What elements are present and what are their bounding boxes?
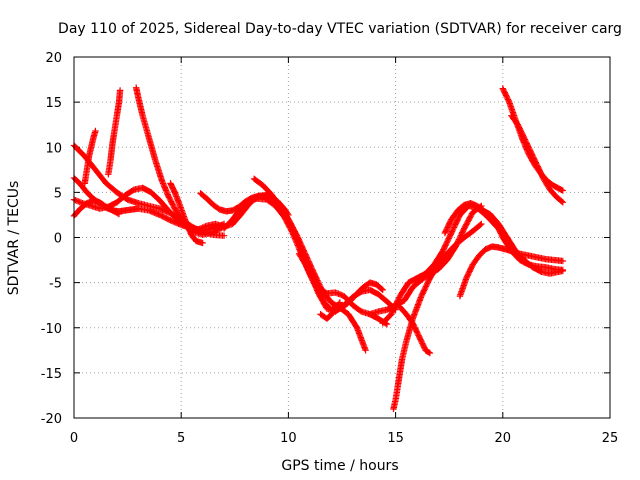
series-track-18 [396, 303, 434, 357]
x-tick-label: 15 [387, 431, 404, 446]
series-track-5 [105, 87, 124, 178]
y-axis-label: SDTVAR / TECUs [6, 181, 22, 296]
x-tick-label: 10 [280, 431, 297, 446]
series-markers [317, 299, 344, 322]
series-markers [396, 303, 434, 357]
y-tick-label: -10 [41, 322, 62, 337]
x-tick-labels: 0 5 10 15 20 25 [70, 431, 618, 446]
series-markers [508, 112, 567, 206]
y-tick-label: -20 [41, 412, 62, 427]
x-tick-label: 20 [495, 431, 512, 446]
series-track-4 [81, 127, 99, 187]
series-track-22 [499, 85, 567, 194]
series-track-23 [508, 112, 567, 206]
series-markers [105, 87, 124, 178]
series-track-14 [317, 299, 344, 322]
plot-frame [73, 56, 611, 419]
data-points [70, 84, 567, 413]
series-track-17 [366, 202, 485, 318]
y-tick-label: 5 [54, 186, 62, 201]
y-tick-label: -15 [41, 367, 62, 382]
series-track-6 [132, 84, 228, 238]
x-tick-label: 5 [177, 431, 185, 446]
series-markers [366, 202, 485, 318]
series-track-8 [167, 180, 206, 247]
series-markers [167, 180, 206, 247]
x-axis-label: GPS time / hours [281, 458, 398, 474]
y-tick-label: 20 [45, 51, 62, 66]
y-tick-label: 15 [45, 96, 62, 111]
chart-title: Day 110 of 2025, Sidereal Day-to-day VTE… [58, 21, 622, 37]
series-track-21 [478, 207, 567, 277]
series-markers [250, 175, 369, 354]
series-markers [81, 127, 99, 187]
series-markers [132, 84, 228, 238]
series-markers [390, 220, 485, 413]
y-tick-label: 10 [45, 141, 62, 156]
series-track-15 [390, 220, 485, 413]
x-tick-label: 0 [70, 431, 78, 446]
y-tick-label: 0 [54, 232, 62, 247]
y-tick-labels: -20 -15 -10 -5 0 5 10 15 20 [41, 51, 62, 427]
series-markers [478, 207, 567, 277]
y-tick-label: -5 [49, 277, 62, 292]
series-markers [499, 85, 567, 194]
series-track-12 [250, 175, 369, 354]
x-tick-label: 25 [602, 431, 619, 446]
grid-lines [74, 57, 610, 418]
